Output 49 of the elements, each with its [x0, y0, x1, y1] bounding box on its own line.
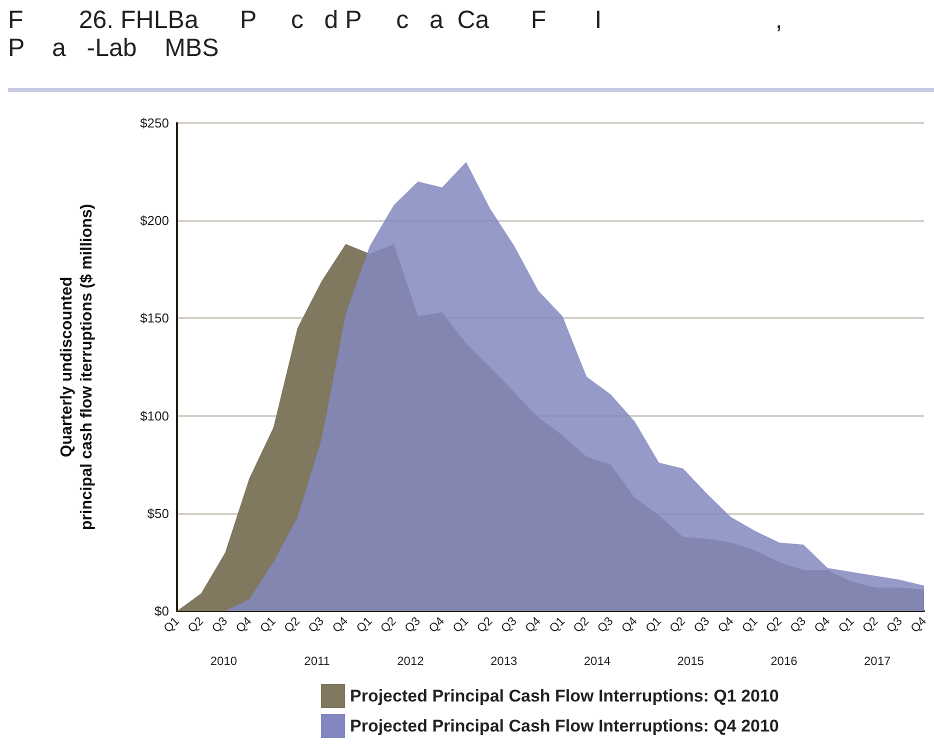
x-tick-label: Q1	[642, 614, 664, 636]
y-tick-label: $50	[147, 506, 169, 521]
x-tick-label: Q3	[498, 614, 520, 636]
x-tick-label: Q2	[666, 614, 688, 636]
text: 2015	[677, 654, 704, 668]
x-tick-label: Q4	[522, 614, 544, 636]
x-tick-label: Q2	[474, 614, 496, 636]
x-tick-label: Q1	[546, 614, 568, 636]
x-tick-label: Q4	[426, 614, 448, 636]
text: 2012	[397, 654, 424, 668]
x-tick-label: Q3	[594, 614, 616, 636]
y-tick-label: $150	[140, 310, 169, 326]
text: 2010	[210, 654, 238, 668]
x-tick-label: Q3	[787, 614, 809, 636]
x-tick-label: Q1	[354, 614, 375, 636]
x-tick-label: Q4	[714, 614, 736, 636]
legend-label: Projected Principal Cash Flow Interruptions: Q4 2010	[350, 716, 779, 736]
x-tick-label: Q1	[450, 614, 472, 636]
x-tick-label: Q3	[884, 614, 906, 636]
x-tick-label: Q4	[329, 614, 351, 636]
x-tick-label: Q4	[233, 614, 254, 636]
x-tick-label: Q4	[811, 614, 833, 636]
x-tick-label: Q2	[281, 614, 303, 636]
x-tick-label: Q2	[378, 614, 400, 636]
x-tick-label: Q4	[618, 614, 640, 636]
y-tick-label: $200	[140, 213, 169, 228]
y-tick-label: $250	[140, 116, 169, 130]
x-tick-label: Q3	[305, 614, 327, 636]
x-tick-label: Q1	[739, 614, 760, 636]
text: 2011	[304, 654, 330, 668]
chart-title: F 26. FHLBa P c d P c a Ca F I , P a -Lab MBS	[8, 6, 782, 62]
y-tick-label: $100	[140, 408, 169, 424]
y-axis-title: Quarterly undiscounted principal cash flow iterruptions ($ millions)	[58, 204, 96, 530]
x-tick-label: Q3	[690, 614, 712, 636]
x-tick-label: Q4	[908, 614, 930, 636]
legend-label: Projected Principal Cash Flow Interruptions: Q1 2010	[350, 686, 779, 706]
text: 2016	[770, 654, 798, 668]
text: 2013	[490, 654, 518, 668]
x-tick-label: Q2	[860, 614, 881, 636]
text: 2017	[864, 654, 891, 668]
x-tick-label: Q1	[257, 614, 279, 636]
x-tick-label: Q2	[184, 614, 206, 636]
x-tick-label: Q1	[835, 614, 857, 636]
x-tick-label: Q3	[208, 614, 230, 636]
y-tick-label: $0	[154, 604, 169, 618]
x-tick-label: Q3	[402, 614, 424, 636]
x-tick-label: Q2	[763, 614, 785, 636]
x-tick-label: Q2	[570, 614, 592, 636]
text: 2014	[584, 654, 611, 668]
